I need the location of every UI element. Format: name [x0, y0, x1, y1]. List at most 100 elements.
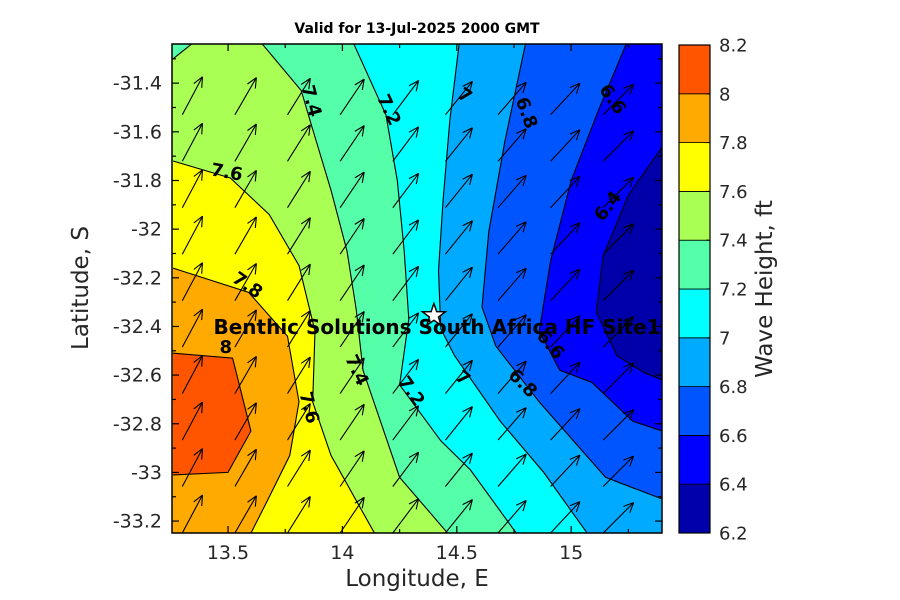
quiver-arrow: [287, 77, 311, 116]
plot-title: Valid for 13-Jul-2025 2000 GMT: [294, 21, 540, 37]
quiver-arrow: [392, 219, 420, 255]
quiver-arrow: [392, 265, 420, 302]
colorbar-tick-label: 8.2: [719, 36, 748, 57]
quiver-arrow: [339, 125, 365, 162]
quiver-arrow: [234, 355, 257, 394]
axes-frame: [171, 43, 663, 534]
colorbar-band: [678, 93, 711, 144]
colorbar: 8.2 8 7.8 7.6 7.4 7.2 7 6.8 6.6 6.4 6.2: [678, 36, 748, 545]
quiver-arrow: [181, 401, 204, 441]
quiver-arrow: [181, 355, 204, 394]
quiver-arrow: [550, 129, 581, 162]
quiver-arrow: [339, 450, 365, 487]
quiver-arrow: [287, 356, 311, 394]
quiver-arrow: [287, 449, 311, 487]
quiver-arrow: [444, 313, 473, 348]
quiver-arrow: [444, 499, 473, 533]
quiver-arrow: [181, 262, 204, 301]
quiver-arrow: [497, 407, 527, 441]
quiver-arrow: [339, 78, 365, 116]
axis-tick-labels: 13.5 14 14.5 15 -31.4 -31.6 -31.8 -32 -32.2 -32.4…: [113, 73, 583, 564]
quiver-arrow: [602, 455, 635, 487]
y-tick-label: -31.8: [113, 170, 162, 192]
quiver-arrow: [392, 405, 420, 441]
site-marker-layer: [420, 301, 448, 328]
quiver-arrow: [287, 217, 311, 255]
colorbar-tick-label: 7.4: [719, 231, 748, 252]
quiver-arrow: [181, 448, 204, 487]
quiver-arrow: [550, 175, 581, 209]
quiver-arrow: [497, 500, 527, 533]
colorbar-tick-label: 7.6: [719, 182, 748, 203]
quiver-arrow: [392, 451, 420, 487]
quiver-arrow: [550, 501, 581, 533]
quiver-arrow: [497, 314, 527, 348]
contour-line: [173, 352, 252, 476]
quiver-arrow: [287, 310, 311, 348]
quiver-arrow: [444, 80, 473, 116]
colorbar-band: [678, 337, 711, 387]
quiver-arrow: [550, 454, 581, 487]
contour-label: 8: [220, 337, 233, 358]
quiver-arrow: [602, 362, 635, 394]
contour-line: [172, 44, 192, 60]
quiver-arrow: [339, 264, 365, 302]
quiver-arrow: [287, 403, 311, 441]
quiver-arrow: [497, 174, 527, 209]
colorbar-band: [678, 434, 711, 485]
plot-frame: [171, 43, 663, 534]
quiver-arrow: [234, 309, 257, 348]
colorbar-band: [678, 44, 711, 95]
band-6.2-6.4: [596, 147, 662, 380]
quiver-arrow: [234, 448, 257, 487]
quiver-arrow: [602, 223, 635, 255]
colorbar-band: [678, 239, 711, 290]
colorbar-band: [678, 142, 711, 192]
contour-bands-layer: [172, 44, 662, 533]
colorbar-tick-label: 7: [719, 328, 730, 349]
contour-line: [261, 44, 449, 533]
y-tick-label: -31.6: [113, 121, 162, 143]
y-axis-label: Latitude, S: [68, 226, 94, 350]
quiver-arrow: [339, 403, 365, 441]
quiver-arrow: [181, 494, 204, 533]
quiver-arrow: [497, 128, 527, 162]
quiver-arrow: [444, 359, 473, 394]
quiver-arrow: [287, 496, 311, 533]
quiver-arrow: [497, 267, 527, 302]
quiver-arrow: [181, 76, 204, 116]
quiver-arrow: [497, 81, 527, 116]
quiver-arrow: [602, 409, 635, 441]
quiver-arrow: [234, 123, 257, 162]
quiver-arrow: [339, 311, 365, 348]
y-tick-label: -32.8: [113, 413, 162, 435]
colorbar-tick-label: 7.2: [719, 280, 748, 301]
contour-line: [538, 44, 662, 432]
quiver-arrow: [444, 266, 473, 302]
quiver-arrow: [181, 215, 204, 255]
quiver-arrow: [550, 268, 581, 302]
quiver-arrow: [339, 496, 365, 533]
y-tick-label: -32.4: [113, 316, 162, 338]
colorbar-tick-label: 6.6: [719, 426, 748, 447]
quiver-arrow: [392, 80, 420, 116]
x-axis-label: Longitude, E: [345, 566, 489, 592]
quiver-arrow: [181, 308, 204, 348]
colorbar-tick-label: 8: [719, 84, 730, 105]
y-tick-label: -32.2: [113, 267, 162, 289]
x-tick-label: 15: [559, 542, 583, 564]
quiver-arrow: [181, 169, 204, 208]
quiver-arrow: [287, 170, 311, 208]
quiver-arrow: [181, 122, 204, 162]
x-tick-label: 14: [330, 542, 354, 564]
quiver-arrow: [602, 316, 635, 348]
quiver-arrow: [444, 127, 473, 162]
y-tick-label: -32.6: [113, 365, 162, 387]
contour-line: [353, 44, 517, 533]
quiver-arrow: [392, 358, 420, 394]
site-overlay-text: Benthic Solutions South Africa HF Site1: [213, 315, 660, 339]
quiver-arrow: [602, 176, 635, 209]
colorbar-band: [678, 288, 711, 339]
